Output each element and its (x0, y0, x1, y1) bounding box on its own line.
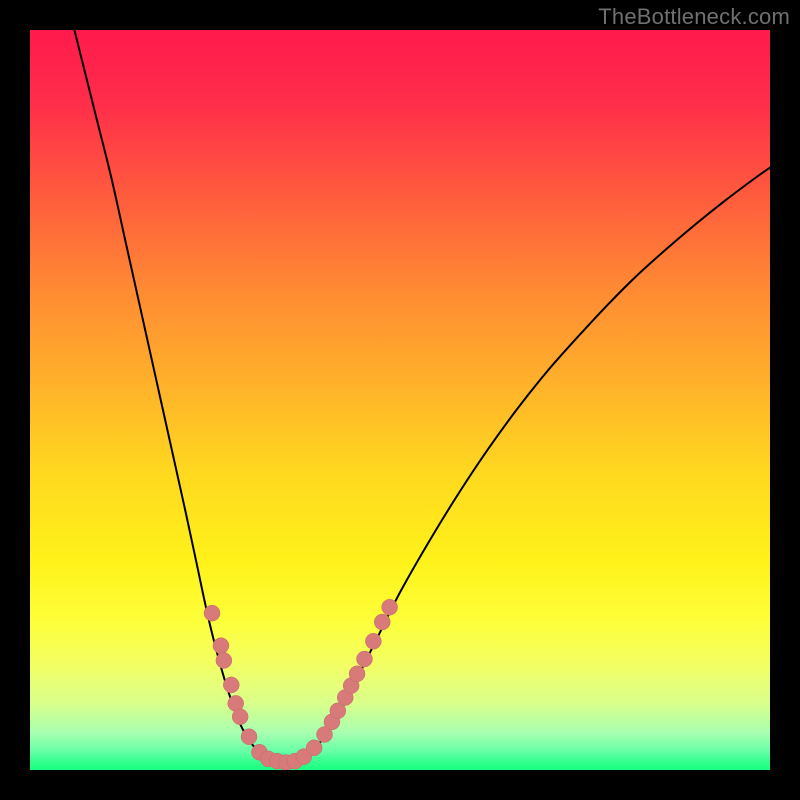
data-marker (204, 605, 220, 621)
data-marker (382, 599, 398, 615)
chart-svg (30, 30, 770, 770)
data-marker (365, 633, 381, 649)
watermark-text: TheBottleneck.com (598, 4, 790, 30)
data-marker (223, 677, 239, 693)
data-marker (216, 652, 232, 668)
marker-group (204, 599, 398, 770)
data-marker (213, 638, 229, 654)
data-marker (356, 651, 372, 667)
bottleneck-curve (74, 30, 770, 763)
data-marker (232, 709, 248, 725)
chart-frame: TheBottleneck.com (0, 0, 800, 800)
data-marker (374, 614, 390, 630)
plot-area (30, 30, 770, 770)
data-marker (349, 666, 365, 682)
data-marker (241, 729, 257, 745)
data-marker (306, 740, 322, 756)
